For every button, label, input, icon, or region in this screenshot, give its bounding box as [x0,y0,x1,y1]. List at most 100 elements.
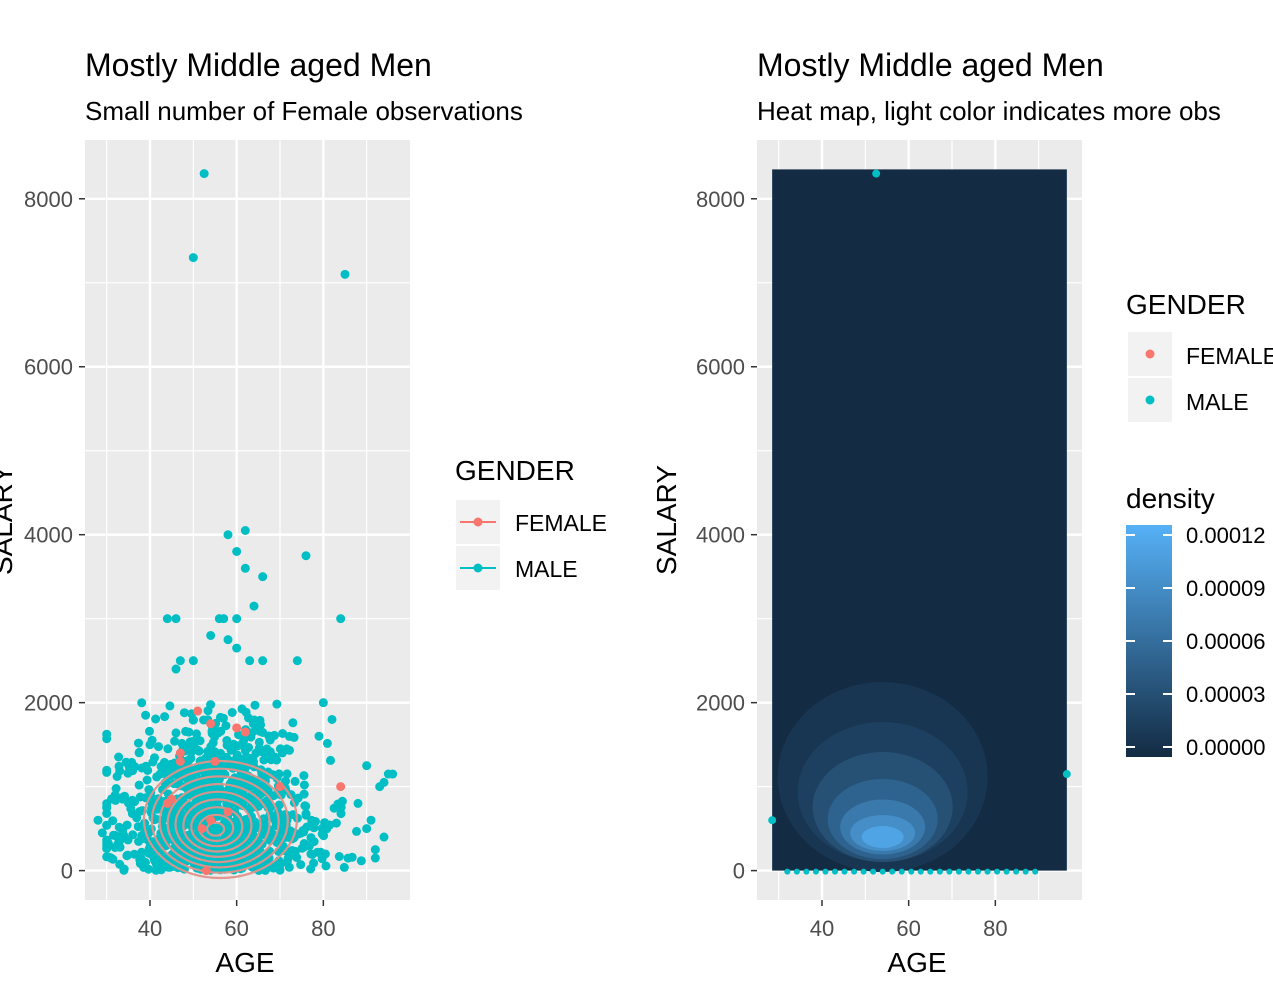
heatmap-plot: Mostly Middle aged Men Heat map, light c… [651,47,1273,978]
male-point [290,776,300,786]
scatter-x-tick-label: 40 [138,916,162,941]
heatmap-legend-label-male: MALE [1186,389,1249,415]
male-point [177,738,187,748]
male-point [171,728,181,738]
density-colorbar-legend: density 0.000120.000090.000060.000030.00… [1126,483,1266,760]
male-point [319,831,329,841]
male-point [793,868,800,875]
male-point [272,699,282,709]
scatter-x-tick-label: 60 [224,916,248,941]
male-point [331,818,341,828]
scatter-subtitle: Small number of Female observations [85,96,523,126]
density-contour [182,798,253,853]
male-point [232,643,242,653]
heatmap-gender-legend-title: GENDER [1126,289,1246,320]
male-point [841,868,848,875]
male-point [102,729,112,739]
female-point [275,782,285,792]
male-point [259,814,269,824]
male-point [784,868,791,875]
male-point [111,784,121,793]
male-point [321,861,331,871]
heatmap-y-tick-label: 0 [733,859,745,884]
scatter-title: Mostly Middle aged Men [85,47,432,83]
male-point [889,868,896,875]
male-point [151,714,161,724]
heatmap-y-tick-label: 6000 [696,355,745,380]
male-point [356,856,366,866]
male-point [946,868,953,875]
heatmap-y-tick-label: 8000 [696,187,745,212]
density-colorbar-ticks: 0.00012 0.00009 0.00006 0.00003 0.00000 [1126,523,1266,760]
male-point [383,769,393,779]
male-point [340,269,350,279]
male-point [284,862,294,872]
male-point [122,820,132,830]
male-point [170,736,180,746]
male-point [123,850,133,860]
female-point [210,756,220,766]
male-point [860,868,867,875]
heatmap-y-tick-label: 2000 [696,691,745,716]
heatmap-y-axis-label: SALARY [651,465,682,575]
heatmap-edge-points [768,169,1071,875]
male-point [249,601,259,611]
male-point [142,775,152,785]
male-point [277,748,287,758]
scatter-axes: 40 60 80 0 2000 4000 6000 8000 [24,187,336,941]
male-point [144,848,154,858]
male-point [251,818,260,828]
male-point [278,729,288,738]
density-level [861,826,904,849]
scatter-x-tick-label: 80 [311,916,335,941]
scatter-y-tick-label: 4000 [24,523,73,548]
male-point [336,614,346,624]
male-point [879,868,886,875]
male-point [314,731,324,741]
male-point [299,771,309,781]
male-point [965,868,972,875]
male-point [322,738,332,748]
male-point [237,704,247,714]
male-point [135,807,145,816]
male-point [927,868,934,875]
male-point [141,710,151,720]
male-point [171,614,181,624]
male-point [289,732,299,742]
male-point [219,614,229,624]
male-point [1003,868,1010,875]
male-point [129,849,139,859]
male-point [282,769,292,779]
male-point [366,815,376,825]
male-point [296,860,306,870]
male-point [272,773,282,783]
male-point [262,744,272,754]
male-point [134,780,144,790]
density-tick-label: 0.00006 [1186,629,1266,654]
male-point [179,708,189,718]
male-point [362,824,372,834]
male-point [102,820,112,830]
male-point [994,868,1001,875]
male-point [336,809,346,819]
male-point [279,844,289,854]
male-point [258,656,268,666]
male-point [171,664,181,674]
male-point [199,169,209,179]
male-point [313,847,322,857]
male-point [908,868,915,875]
male-point [299,780,309,790]
density-contour [150,767,289,874]
density-tick-label: 0.00012 [1186,523,1266,548]
male-point [156,762,166,771]
female-point [223,807,233,817]
male-point [307,815,317,825]
density-tick-label: 0.00003 [1186,682,1266,707]
male-point [333,799,343,809]
male-point [223,530,233,540]
male-point [245,656,255,666]
male-point [184,727,194,737]
male-point [162,614,172,624]
male-point [154,847,164,857]
